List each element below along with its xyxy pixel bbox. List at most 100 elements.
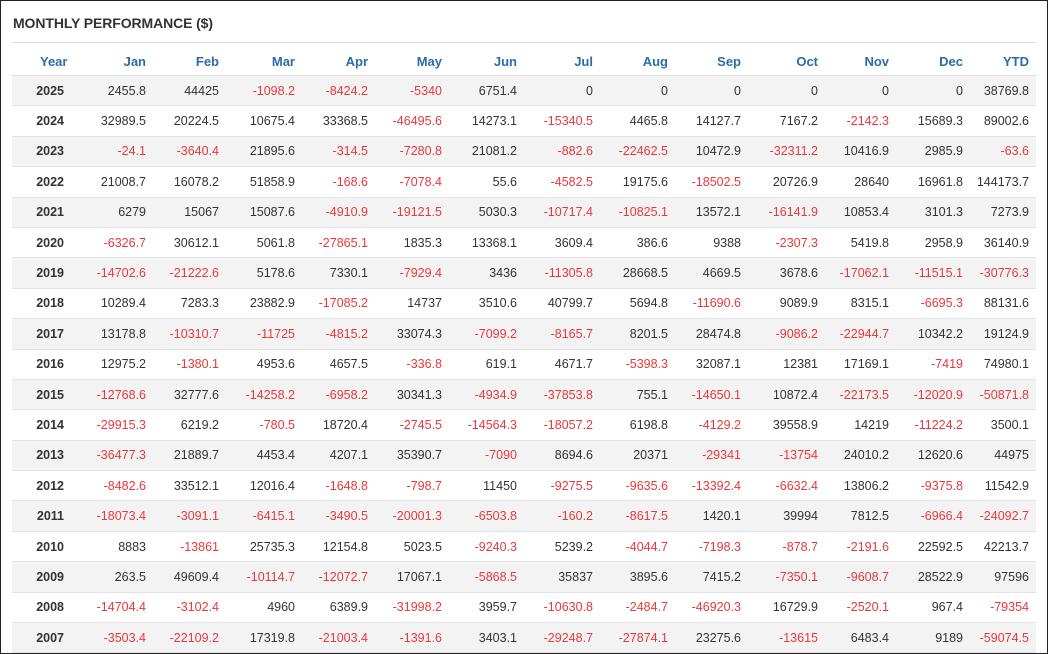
month-value-cell: -17062.1 [825, 257, 896, 289]
ytd-cell: -59074.5 [970, 622, 1036, 654]
month-value-cell: 263.5 [78, 561, 153, 593]
ytd-cell: 74980.1 [970, 349, 1036, 380]
month-value-cell: 13572.1 [675, 197, 748, 228]
month-value-cell: -21222.6 [153, 257, 226, 289]
month-value-cell: 7415.2 [675, 561, 748, 593]
month-value-cell: 6279 [78, 197, 153, 228]
month-value-cell: 7283.3 [153, 288, 226, 320]
ytd-cell: -50871.8 [970, 379, 1036, 411]
month-value-cell: 10342.2 [896, 318, 970, 350]
month-value-cell: -6695.3 [896, 288, 970, 320]
month-value-cell: 755.1 [600, 379, 675, 411]
ytd-cell: -24092.7 [970, 500, 1036, 532]
month-value-cell: 28668.5 [600, 257, 675, 289]
month-value-cell: 4465.8 [600, 105, 675, 137]
month-value-cell: -7090 [449, 440, 524, 472]
month-value-cell: -14258.2 [226, 379, 302, 411]
year-cell: 2022 [12, 166, 78, 198]
month-value-cell: 4671.7 [524, 349, 600, 380]
month-value-cell: 14737 [375, 288, 449, 320]
month-value-cell: 17319.8 [226, 622, 302, 654]
table-row: 2010 8883 -13861 25735.3 12154.8 5023.5 -9240.… [12, 531, 1036, 563]
ytd-cell: 89002.6 [970, 105, 1036, 137]
month-value-cell: 21889.7 [153, 440, 226, 472]
month-value-cell: 5178.6 [226, 257, 302, 289]
month-value-cell: -8165.7 [524, 318, 600, 350]
year-cell: 2021 [12, 197, 78, 228]
month-value-cell: 21081.2 [449, 136, 524, 168]
column-header-apr: Apr [302, 47, 375, 76]
month-value-cell: -10114.7 [226, 561, 302, 593]
table-row: 2013 -36477.3 21889.7 4453.4 4207.1 35390.7 -7… [12, 440, 1036, 472]
month-value-cell: -2484.7 [600, 592, 675, 624]
month-value-cell: -7280.8 [375, 136, 449, 168]
month-value-cell: 14127.7 [675, 105, 748, 137]
month-value-cell: -12020.9 [896, 379, 970, 411]
month-value-cell: 386.6 [600, 227, 675, 259]
ytd-cell: -63.6 [970, 136, 1036, 168]
month-value-cell: -3640.4 [153, 136, 226, 168]
month-value-cell: 10853.4 [825, 197, 896, 228]
month-value-cell: -3091.1 [153, 500, 226, 532]
month-value-cell: 3436 [449, 257, 524, 289]
month-value-cell: 2985.9 [896, 136, 970, 168]
ytd-cell: 11542.9 [970, 470, 1036, 502]
column-header-sep: Sep [675, 47, 748, 76]
month-value-cell: -22173.5 [825, 379, 896, 411]
month-value-cell: -2520.1 [825, 592, 896, 624]
month-value-cell: -29341 [675, 440, 748, 472]
month-value-cell: -8424.2 [302, 75, 375, 107]
month-value-cell: 32777.6 [153, 379, 226, 411]
year-cell: 2012 [12, 470, 78, 502]
month-value-cell: 23275.6 [675, 622, 748, 654]
month-value-cell: -12768.6 [78, 379, 153, 411]
month-value-cell: 14273.1 [449, 105, 524, 137]
month-value-cell: -17085.2 [302, 288, 375, 320]
month-value-cell: 11450 [449, 470, 524, 502]
year-cell: 2023 [12, 136, 78, 168]
month-value-cell: -11305.8 [524, 257, 600, 289]
table-row: 2012 -8482.6 33512.1 12016.4 -1648.8 -798.7 11… [12, 470, 1036, 502]
month-value-cell: 9388 [675, 227, 748, 259]
month-value-cell: -780.5 [226, 409, 302, 441]
month-value-cell: -10630.8 [524, 592, 600, 624]
month-value-cell: -798.7 [375, 470, 449, 502]
month-value-cell: 12016.4 [226, 470, 302, 502]
ytd-cell: -79354 [970, 592, 1036, 624]
month-value-cell: 0 [600, 75, 675, 107]
month-value-cell: -6503.8 [449, 500, 524, 532]
month-value-cell: -8482.6 [78, 470, 153, 502]
month-value-cell: -20001.3 [375, 500, 449, 532]
table-row: 2016 12975.2 -1380.1 4953.6 4657.5 -336.8 619.… [12, 349, 1036, 380]
month-value-cell: 33074.3 [375, 318, 449, 350]
month-value-cell: 10416.9 [825, 136, 896, 168]
month-value-cell: 8694.6 [524, 440, 600, 472]
month-value-cell: -6958.2 [302, 379, 375, 411]
month-value-cell: 3678.6 [748, 257, 825, 289]
month-value-cell: 0 [825, 75, 896, 107]
table-row: 2017 13178.8 -10310.7 -11725 -4815.2 33074.3-… [12, 318, 1036, 350]
month-value-cell: -4910.9 [302, 197, 375, 228]
month-value-cell: 35390.7 [375, 440, 449, 472]
month-value-cell: 15689.3 [896, 105, 970, 137]
ytd-cell: 3500.1 [970, 409, 1036, 441]
table-row: 2019 -14702.6 -21222.6 5178.6 7330.1 -7929.4 3… [12, 257, 1036, 289]
month-value-cell: 18720.4 [302, 409, 375, 441]
month-value-cell: -1098.2 [226, 75, 302, 107]
month-value-cell: 15067 [153, 197, 226, 228]
month-value-cell: -2745.5 [375, 409, 449, 441]
month-value-cell: 2958.9 [896, 227, 970, 259]
month-value-cell: 9189 [896, 622, 970, 654]
month-value-cell: -9375.8 [896, 470, 970, 502]
month-value-cell: 0 [524, 75, 600, 107]
monthly-performance-table: Year Jan Feb Mar Apr May Jun Jul Aug Sep Oct Nov Dec… [12, 47, 1036, 654]
month-value-cell: 8315.1 [825, 288, 896, 320]
month-value-cell: 39994 [748, 500, 825, 532]
month-value-cell: -1648.8 [302, 470, 375, 502]
month-value-cell: -29248.7 [524, 622, 600, 654]
month-value-cell: -15340.5 [524, 105, 600, 137]
month-value-cell: 30612.1 [153, 227, 226, 259]
month-value-cell: 3510.6 [449, 288, 524, 320]
column-header-oct: Oct [748, 47, 825, 76]
